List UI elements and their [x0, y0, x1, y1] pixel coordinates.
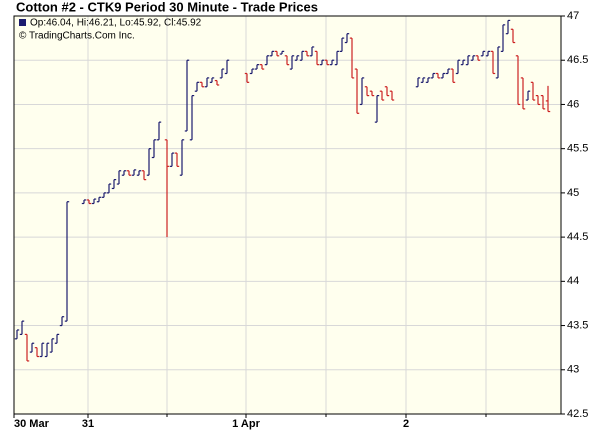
x-tick-label: 1 Apr — [232, 418, 260, 430]
legend-swatch — [19, 19, 26, 26]
legend-text: Op:46.04, Hi:46.21, Lo:45.92, Cl:45.92 — [30, 18, 202, 29]
x-tick-label: 31 — [82, 418, 94, 430]
y-tick-label: 46 — [567, 98, 579, 110]
y-tick-label: 46.5 — [567, 54, 588, 66]
y-tick-label: 44.5 — [567, 231, 588, 243]
chart-title: Cotton #2 - CTK9 Period 30 Minute - Trad… — [16, 0, 318, 14]
y-tick-label: 42.5 — [567, 408, 588, 420]
plot-area — [14, 16, 561, 414]
x-tick-label: 2 — [403, 418, 409, 430]
y-tick-label: 47 — [567, 10, 579, 22]
plot-border — [13, 15, 562, 415]
y-tick-label: 44 — [567, 275, 579, 287]
x-tick-label: 30 Mar — [14, 418, 50, 430]
y-tick-label: 43.5 — [567, 319, 588, 331]
copyright: © TradingCharts.Com Inc. — [19, 31, 135, 42]
y-tick-label: 43 — [567, 364, 579, 376]
y-tick-label: 45 — [567, 187, 579, 199]
y-tick-label: 45.5 — [567, 143, 588, 155]
